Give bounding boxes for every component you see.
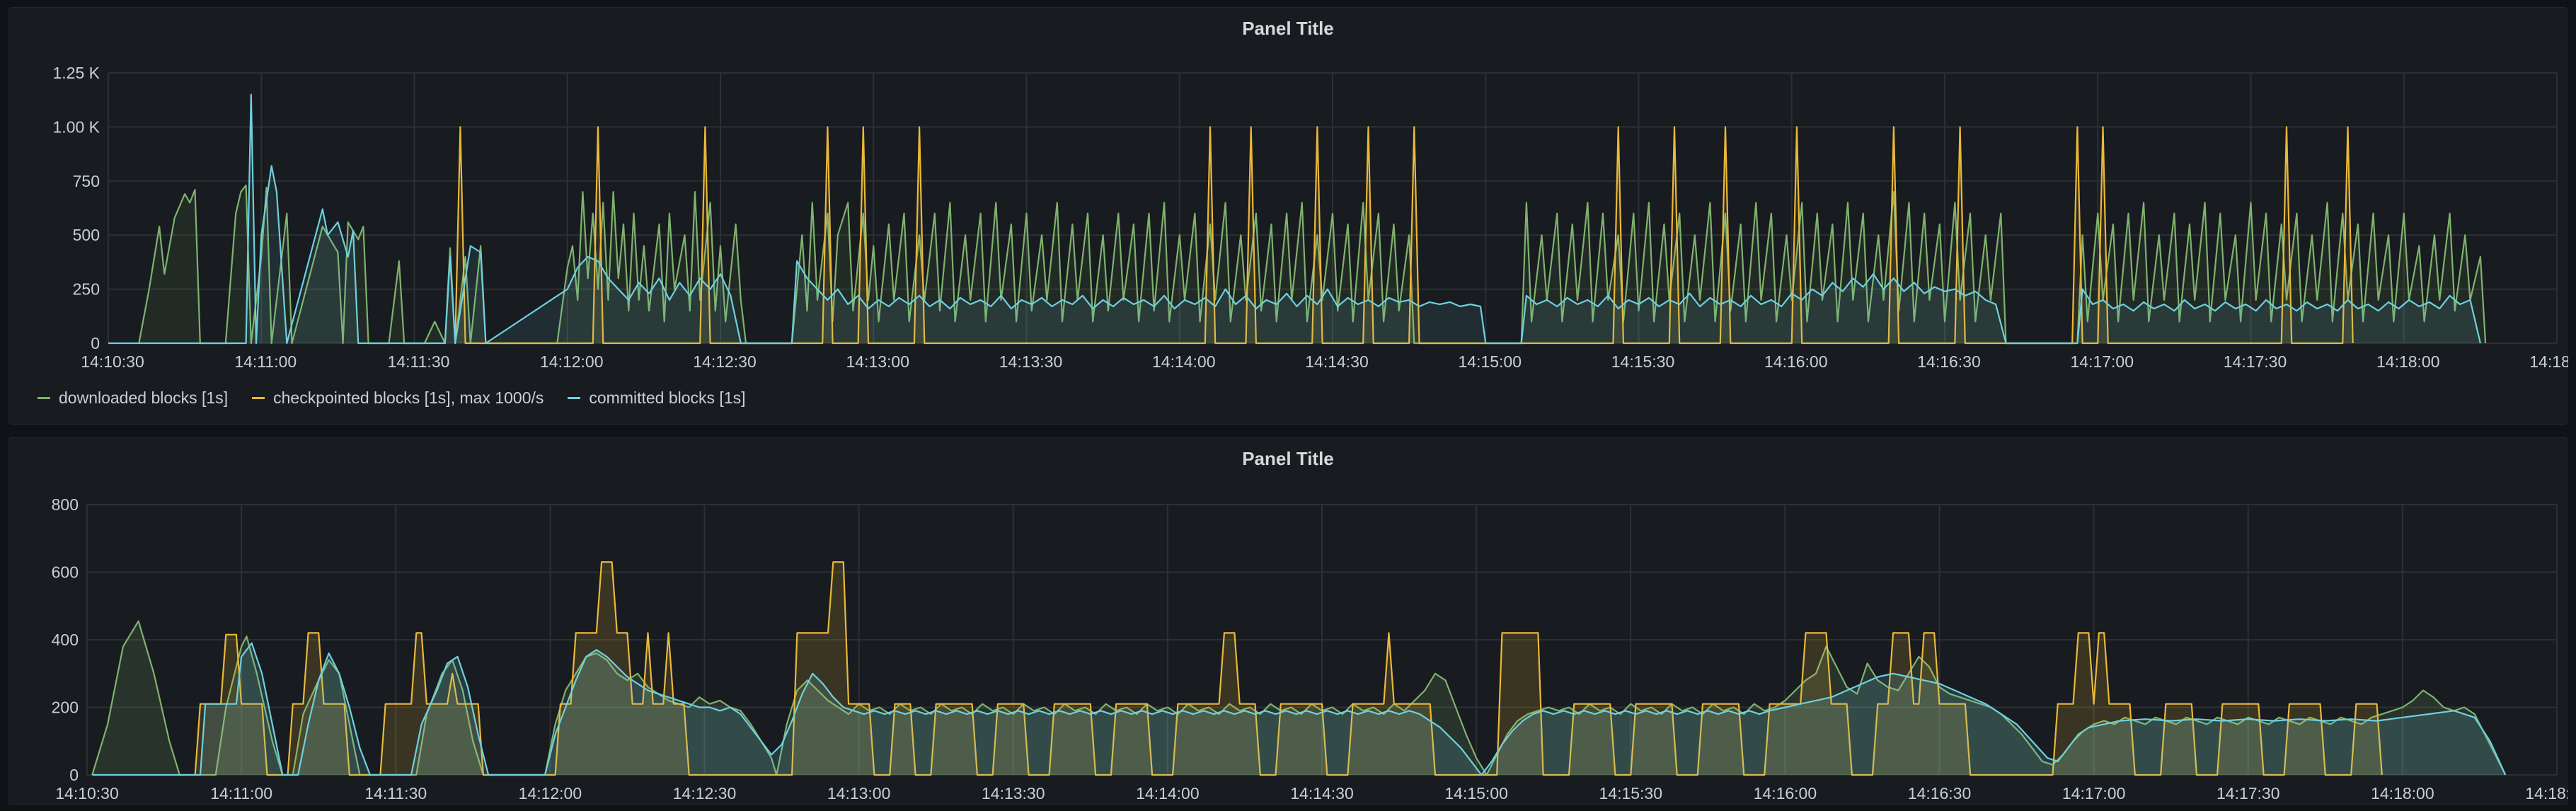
x-tick-label: 14:11:00 (234, 352, 297, 371)
series-line-0[interactable] (138, 184, 2487, 345)
x-tick-label: 14:18:00 (2371, 784, 2434, 803)
legend-label-downloaded: downloaded blocks [1s] (59, 389, 229, 407)
x-tick-label: 14:15:30 (1611, 352, 1675, 371)
legend-swatch-checkpointed (252, 397, 265, 399)
x-tick-label: 14:18:30 (2529, 352, 2568, 371)
y-tick-label: 1.00 K (53, 117, 100, 136)
y-tick-label: 400 (52, 631, 79, 649)
series-area-1 (195, 562, 2382, 775)
x-tick-label: 14:18:00 (2376, 352, 2440, 371)
x-tick-label: 14:16:30 (1917, 352, 1981, 371)
panel-2: Panel Title 0 200 400 600 800 14:10:30 14:11:0… (8, 437, 2568, 805)
y-tick-label: 0 (69, 766, 79, 784)
y-tick-label: 0 (91, 334, 100, 352)
x-tick-label: 14:14:00 (1136, 784, 1200, 803)
legend-swatch-committed (568, 397, 581, 399)
panel-1: Panel Title 0 250 500 750 1.00 K 1.25 K 14:10:… (8, 7, 2568, 425)
y-tick-label: 600 (52, 563, 79, 582)
y-tick-label: 200 (52, 698, 79, 717)
x-tick-label: 14:13:00 (827, 784, 891, 803)
y-tick-label: 250 (73, 280, 100, 299)
legend-item-downloaded[interactable]: downloaded blocks [1s] (38, 389, 228, 408)
x-tick-label: 14:17:30 (2216, 784, 2280, 803)
x-tick-label: 14:15:30 (1599, 784, 1662, 803)
series-line-1[interactable] (194, 561, 2383, 776)
x-tick-label: 14:13:30 (999, 352, 1063, 371)
x-tick-label: 14:18:30 (2525, 784, 2568, 803)
x-tick-label: 14:16:30 (1908, 784, 1972, 803)
series-line-1[interactable] (454, 126, 2354, 345)
chart-2-plot: 0 200 400 600 800 14:10:30 14:11:00 14:11:30 14:… (52, 495, 2568, 803)
x-tick-label: 14:13:30 (982, 784, 1045, 803)
x-tick-label: 14:13:00 (846, 352, 909, 371)
legend-label-committed: committed blocks [1s] (589, 389, 746, 407)
x-tick-label: 14:10:30 (55, 784, 119, 803)
y-tick-label: 1.25 K (53, 64, 100, 82)
x-tick-label: 14:11:30 (364, 784, 427, 803)
x-tick-label: 14:12:30 (693, 352, 757, 371)
series-line-0[interactable] (91, 620, 2507, 776)
x-tick-label: 14:16:00 (1754, 784, 1817, 803)
x-tick-label: 14:17:00 (2070, 352, 2134, 371)
panel-title[interactable]: Panel Title (1242, 448, 1334, 469)
x-tick-label: 14:10:30 (81, 352, 144, 371)
x-tick-label: 14:12:30 (673, 784, 737, 803)
x-tick-label: 14:17:00 (2062, 784, 2126, 803)
legend: downloaded blocks [1s] checkpointed bloc… (38, 389, 746, 408)
chart-1-plot: 0 250 500 750 1.00 K 1.25 K 14:10:30 14:11:00 14… (53, 64, 2569, 371)
series-area-0 (92, 621, 2506, 775)
series-line-2[interactable] (92, 642, 2507, 776)
x-tick-label: 14:16:00 (1764, 352, 1828, 371)
x-tick-label: 14:14:00 (1152, 352, 1216, 371)
panel-title[interactable]: Panel Title (1242, 18, 1334, 39)
x-tick-label: 14:11:00 (210, 784, 272, 803)
x-tick-label: 14:14:30 (1305, 352, 1369, 371)
legend-label-checkpointed: checkpointed blocks [1s], max 1000/s (273, 389, 544, 407)
y-tick-label: 750 (73, 172, 100, 190)
x-tick-label: 14:12:00 (540, 352, 604, 371)
y-tick-label: 500 (73, 226, 100, 244)
x-tick-label: 14:15:00 (1444, 784, 1508, 803)
x-tick-label: 14:11:30 (388, 352, 450, 371)
legend-item-committed[interactable]: committed blocks [1s] (568, 389, 746, 408)
series-area-2 (108, 94, 2480, 343)
series-line-2[interactable] (108, 93, 2481, 345)
x-tick-label: 14:17:30 (2224, 352, 2287, 371)
legend-item-checkpointed[interactable]: checkpointed blocks [1s], max 1000/s (252, 389, 544, 408)
x-tick-label: 14:14:30 (1290, 784, 1354, 803)
x-tick-label: 14:12:00 (519, 784, 582, 803)
legend-swatch-downloaded (38, 397, 50, 399)
y-tick-label: 800 (52, 495, 79, 514)
x-tick-label: 14:15:00 (1458, 352, 1522, 371)
